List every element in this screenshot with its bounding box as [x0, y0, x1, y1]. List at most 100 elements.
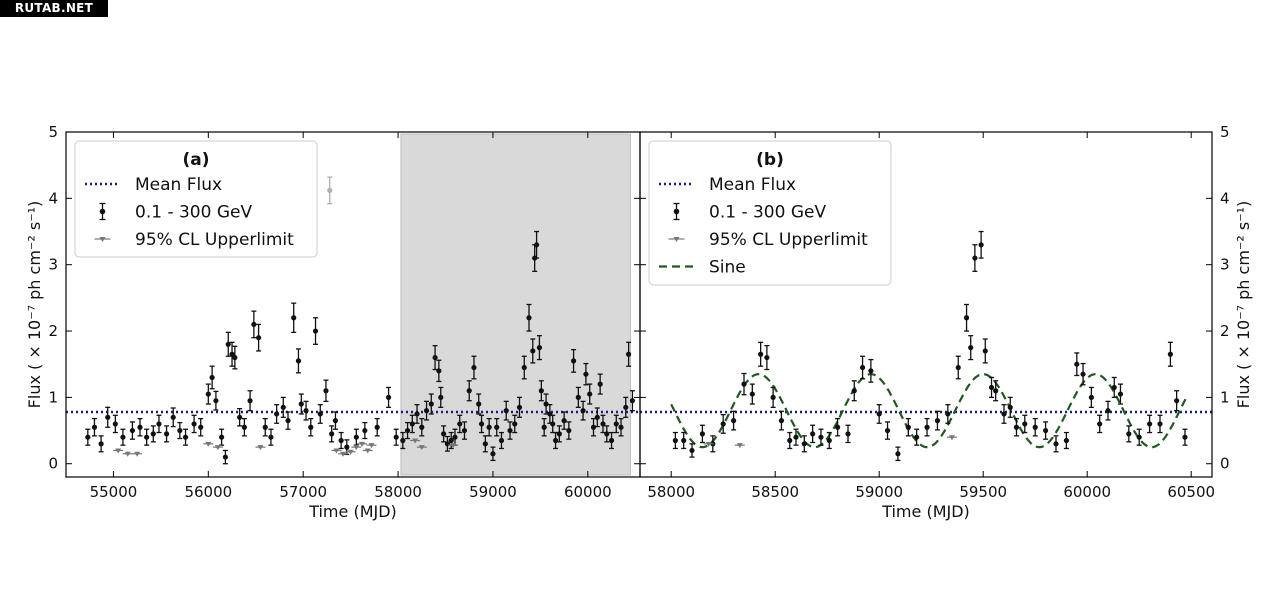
data-point: [672, 431, 678, 450]
data-point-marker: [478, 421, 485, 427]
data-point-marker: [362, 427, 368, 434]
data-point: [1022, 414, 1028, 434]
data-point: [1147, 414, 1153, 434]
data-point-marker: [285, 418, 291, 424]
data-point: [438, 386, 444, 408]
data-point-marker: [1167, 351, 1173, 357]
y-tick-label: 3: [48, 256, 58, 274]
data-point-marker: [580, 408, 586, 414]
data-point: [978, 230, 984, 259]
y-tick-label: 5: [48, 123, 58, 141]
data-point: [521, 355, 527, 380]
data-point: [120, 428, 126, 446]
data-point: [1043, 421, 1049, 440]
data-point: [170, 407, 176, 428]
data-point: [1136, 428, 1142, 446]
legend-label: 0.1 - 300 GeV: [709, 203, 826, 223]
upper-limit-marker: [353, 445, 360, 451]
legend-swatch: [673, 237, 680, 242]
data-point: [934, 410, 941, 431]
y-tick-label: 1: [48, 388, 58, 406]
data-point: [303, 400, 309, 421]
data-point: [982, 338, 988, 364]
data-point: [498, 431, 505, 450]
data-point: [156, 414, 162, 434]
x-axis-label: Time (MJD): [308, 502, 397, 521]
data-point: [112, 414, 118, 434]
data-point: [538, 380, 544, 402]
upper-limit-point: [410, 438, 421, 444]
legend-label: Mean Flux: [135, 175, 222, 195]
data-point-marker: [280, 404, 286, 410]
data-point-marker: [170, 414, 176, 420]
upper-limit-point: [203, 441, 214, 447]
data-point-marker: [859, 364, 866, 371]
data-point: [150, 425, 156, 443]
data-point: [457, 414, 463, 434]
x-tick-label: 60000: [1063, 483, 1111, 501]
legend-box: [648, 140, 892, 286]
data-point-marker: [490, 451, 496, 457]
data-point: [1097, 414, 1103, 434]
upper-limit-marker: [418, 445, 425, 451]
upper-limit-marker: [134, 451, 141, 457]
data-point: [868, 358, 874, 383]
data-point: [566, 421, 572, 440]
legend-entry: 95% CL Upperlimit: [668, 230, 868, 250]
data-point-marker: [255, 335, 262, 341]
data-point-marker: [312, 328, 319, 334]
data-point-marker: [409, 421, 415, 427]
data-point-marker: [1013, 424, 1020, 430]
data-point: [218, 428, 225, 446]
data-point-marker: [914, 434, 920, 440]
data-point-marker: [163, 431, 170, 437]
data-point-marker: [604, 431, 610, 437]
upper-limit-marker: [364, 448, 371, 454]
data-point: [924, 417, 930, 437]
legend-entry: Mean Flux: [659, 175, 796, 195]
data-point: [232, 345, 238, 370]
sine-curve: [670, 373, 1188, 449]
legend-label: Sine: [709, 258, 746, 278]
x-tick-label: 58000: [647, 483, 695, 501]
data-point: [229, 341, 235, 367]
data-point: [884, 421, 891, 440]
data-point: [608, 431, 615, 450]
data-point: [972, 244, 978, 272]
data-point: [993, 380, 999, 402]
data-point-marker: [222, 454, 228, 460]
legend: (b) Mean Flux 0.1 - 300 GeV 95% CL Upperlim…: [648, 140, 892, 286]
data-point-marker: [1007, 404, 1013, 410]
data-point: [905, 417, 911, 437]
data-point: [461, 421, 468, 440]
data-point-marker: [749, 391, 755, 397]
data-point-marker: [498, 437, 505, 444]
data-point-marker: [699, 431, 706, 437]
data-point: [583, 362, 589, 386]
x-tick-label: 60000: [564, 483, 612, 501]
data-point-marker: [448, 437, 454, 444]
data-point-marker: [400, 437, 406, 444]
data-point: [512, 414, 518, 434]
data-point: [801, 435, 807, 453]
data-point-marker: [590, 424, 597, 430]
x-tick-label: 58000: [374, 483, 422, 501]
data-point-marker: [274, 411, 280, 417]
data-point: [241, 417, 247, 437]
data-point-marker: [1022, 421, 1028, 427]
data-point-marker: [689, 447, 695, 454]
data-point-marker: [521, 364, 527, 371]
data-point: [945, 404, 951, 424]
y-tick-label: 5: [1220, 123, 1230, 141]
data-point: [859, 355, 866, 380]
data-point: [1182, 428, 1188, 446]
data-point: [618, 417, 624, 437]
data-point-marker: [466, 388, 472, 394]
data-point: [329, 425, 335, 443]
y-tick-label: 2: [1220, 322, 1230, 340]
data-point-marker: [218, 434, 225, 440]
data-point: [466, 380, 472, 402]
upper-limit-point: [357, 441, 368, 447]
data-point-marker: [251, 321, 257, 328]
data-point: [731, 410, 737, 431]
